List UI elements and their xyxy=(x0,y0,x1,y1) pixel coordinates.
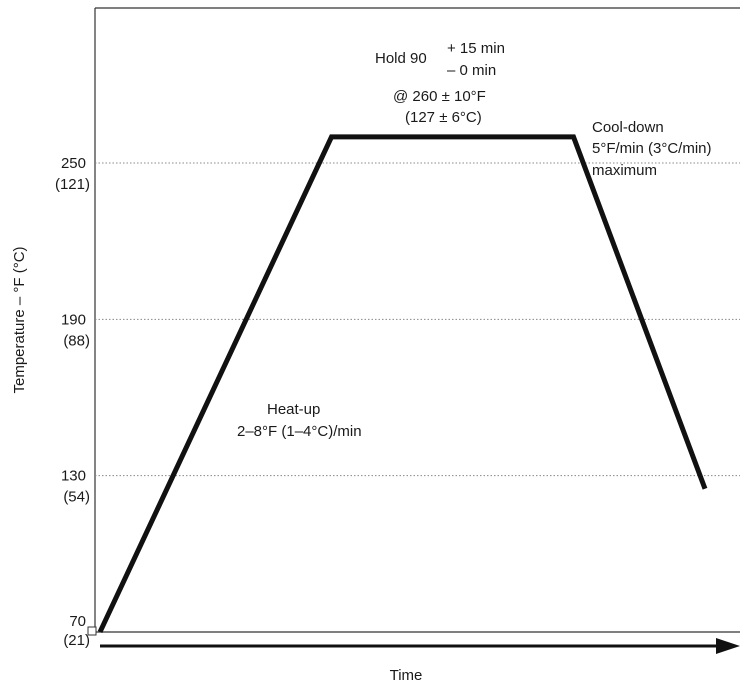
heatup-label-2: 2–8°F (1–4°C)/min xyxy=(237,423,362,440)
cooldown-label-2: 5°F/min (3°C/min) xyxy=(592,140,712,157)
cooldown-label-3: maximum xyxy=(592,162,657,179)
y-tick-sublabel-130: (54) xyxy=(63,489,90,506)
heatup-label-1: Heat-up xyxy=(267,401,320,418)
hold-plus-label: + 15 min xyxy=(447,40,505,57)
y-tick-sublabel-190: (88) xyxy=(63,332,90,349)
hold-temp-c-label: (127 ± 6°C) xyxy=(405,109,482,126)
x-axis-label: Time xyxy=(390,667,423,684)
series-line-cure-profile xyxy=(97,134,708,634)
gridlines xyxy=(95,162,740,477)
hold-minus-label: – 0 min xyxy=(447,62,496,79)
y-tick-labels: 70 (21) 130 (54) 190 (88) 250 (121) xyxy=(55,155,90,649)
y-tick-sublabel-70: (21) xyxy=(63,632,90,649)
y-tick-label-70: 70 xyxy=(69,613,86,630)
hold-temp-f-label: @ 260 ± 10°F xyxy=(393,88,486,105)
y-axis-label: Temperature – °F (°C) xyxy=(11,246,28,393)
time-arrow xyxy=(100,638,740,654)
origin-marker xyxy=(87,626,97,636)
cooldown-label-1: Cool-down xyxy=(592,119,664,136)
y-tick-label-190: 190 xyxy=(61,311,86,328)
hold-main-label: Hold 90 xyxy=(375,50,427,67)
y-tick-sublabel-250: (121) xyxy=(55,176,90,193)
y-tick-label-250: 250 xyxy=(61,155,86,172)
y-tick-label-130: 130 xyxy=(61,468,86,485)
